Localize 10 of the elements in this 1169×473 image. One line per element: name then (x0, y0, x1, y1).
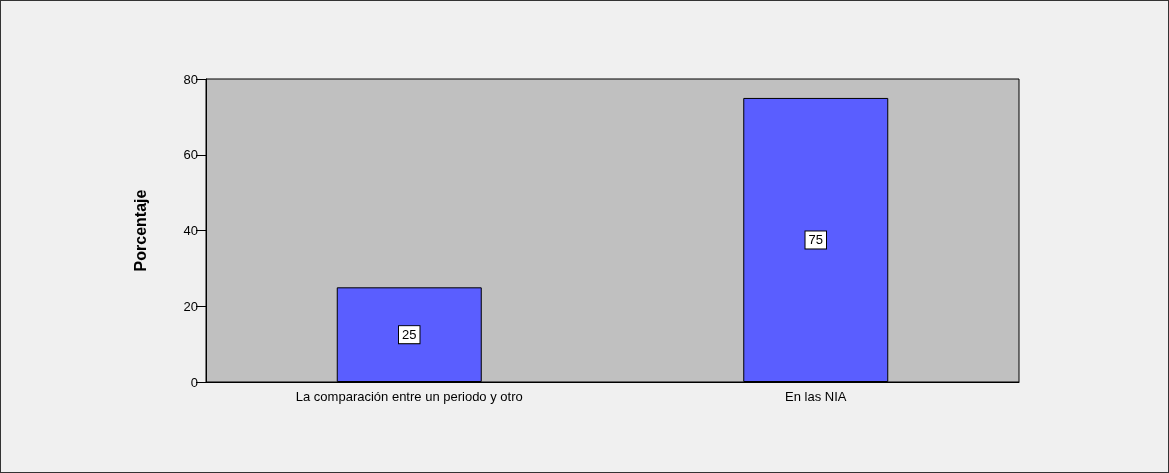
y-tick-label: 80 (183, 71, 198, 87)
y-tick-label: 0 (190, 374, 198, 390)
data-label: 25 (402, 327, 417, 343)
y-tick-label: 60 (183, 147, 198, 163)
x-tick-label: En las NIA (785, 389, 847, 404)
x-tick-label: La comparación entre un periodo y otro (295, 389, 523, 404)
y-tick-label: 40 (183, 223, 198, 238)
y-tick-label: 20 (183, 298, 198, 314)
y-axis-title: Porcentaje (131, 189, 149, 272)
data-label: 75 (808, 232, 823, 248)
